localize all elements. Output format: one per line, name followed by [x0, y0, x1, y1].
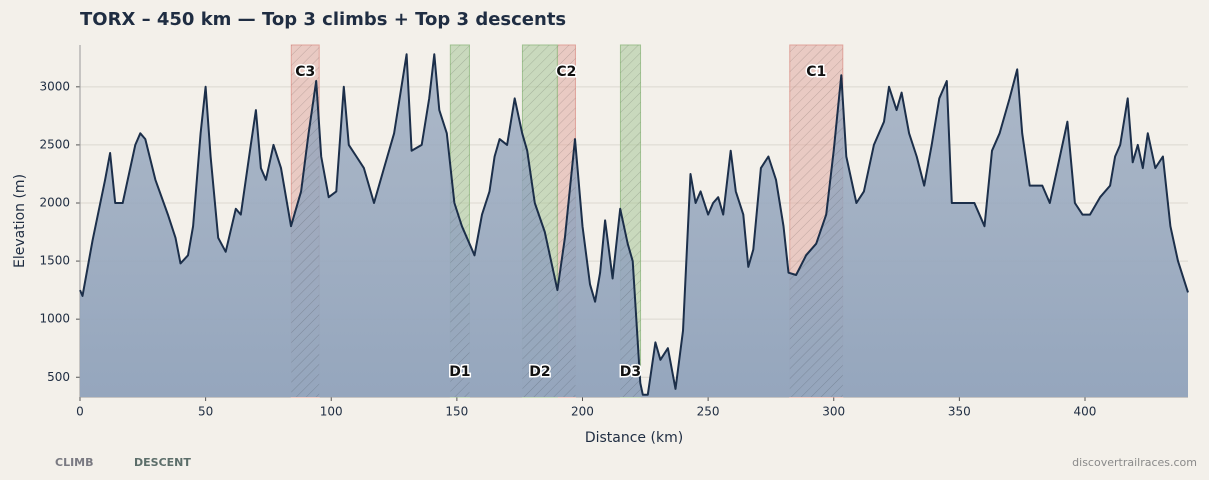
band-label: D1 [449, 364, 470, 380]
band-hatch [620, 45, 641, 397]
band-hatch [522, 45, 558, 397]
y-tick-label: 1000 [39, 312, 70, 326]
x-axis-title: Distance (km) [585, 430, 683, 446]
chart-title: TORX – 450 km — Top 3 climbs + Top 3 des… [80, 9, 566, 30]
x-tick-label: 250 [697, 405, 720, 419]
band-label: C3 [295, 64, 315, 80]
band-hatch [291, 45, 320, 397]
band-label: D3 [620, 364, 641, 380]
x-tick-label: 100 [320, 405, 343, 419]
band-hatch [789, 45, 843, 397]
x-tick-label: 150 [445, 405, 468, 419]
legend-label: CLIMB [55, 456, 94, 469]
x-tick-label: 200 [571, 405, 594, 419]
x-tick-label: 0 [76, 405, 84, 419]
band-label: C2 [556, 64, 576, 80]
y-tick-label: 500 [47, 370, 70, 384]
y-tick-label: 1500 [39, 254, 70, 268]
y-tick-label: 2500 [39, 137, 70, 151]
x-tick-label: 350 [948, 405, 971, 419]
x-tick-label: 300 [822, 405, 845, 419]
x-tick-label: 400 [1074, 405, 1097, 419]
x-tick-label: 50 [198, 405, 213, 419]
band-hatch [557, 45, 576, 397]
source: discovertrailraces.com [1072, 456, 1197, 469]
band-label: D2 [529, 364, 550, 380]
legend-label: DESCENT [134, 456, 191, 469]
y-tick-label: 3000 [39, 79, 70, 93]
y-axis-title: Elevation (m) [12, 174, 28, 268]
band-label: C1 [806, 64, 826, 80]
y-tick-label: 2000 [39, 195, 70, 209]
band-hatch [450, 45, 470, 397]
